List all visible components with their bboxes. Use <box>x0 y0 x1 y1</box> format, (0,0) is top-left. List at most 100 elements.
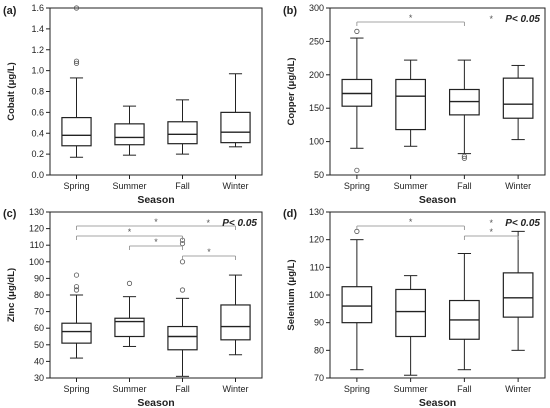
y-axis-label: Zinc (μg/dL) <box>6 268 17 322</box>
y-tick-label: 130 <box>29 207 44 217</box>
y-tick-label: 120 <box>29 224 44 234</box>
significance-legend: * P< 0.05 <box>206 218 257 229</box>
x-tick-label: Summer <box>112 384 146 394</box>
y-tick-label: 0.4 <box>31 128 44 138</box>
x-tick-label: Fall <box>175 384 190 394</box>
y-tick-label: 0.2 <box>31 149 44 159</box>
y-tick-label: 110 <box>310 262 324 272</box>
outlier-point <box>461 155 467 161</box>
y-tick-label: 0.0 <box>31 170 44 180</box>
box-iqr <box>220 111 251 144</box>
y-tick-label: 40 <box>34 356 44 366</box>
box-iqr <box>167 121 198 145</box>
box-summer <box>114 280 145 347</box>
outlier-point <box>73 272 80 278</box>
outlier-point <box>73 60 80 66</box>
outlier-point <box>73 58 80 64</box>
significance-bracket: * <box>76 217 236 230</box>
significance-bracket: * <box>182 247 236 260</box>
x-axis-label: Season <box>137 397 174 408</box>
y-tick-label: 130 <box>309 207 324 217</box>
box-iqr <box>61 116 92 147</box>
y-tick-label: 80 <box>314 345 324 355</box>
box-summer <box>395 275 427 376</box>
y-tick-label: 100 <box>309 290 324 300</box>
sig-star: * <box>207 247 211 257</box>
x-axis-label: Season <box>419 194 456 206</box>
y-tick-label: 90 <box>34 273 44 283</box>
y-tick-label: 0.6 <box>31 107 44 117</box>
y-tick-label: 200 <box>309 70 324 80</box>
y-tick-label: 120 <box>309 235 324 245</box>
y-tick-label: 50 <box>314 170 324 180</box>
sig-legend-star: * <box>489 14 493 24</box>
x-tick-label: Winter <box>222 384 248 394</box>
sig-star: * <box>489 227 493 237</box>
box-fall <box>448 59 480 161</box>
panel-c: (c) 30 40 50 60 70 80 90 100 110 120 130 Zinc (μg/dL… <box>3 207 263 408</box>
significance-bracket: * <box>463 227 519 240</box>
panel-b: (b) 50 100 150 200 250 300 Copper (μg/dL) Spring… <box>283 3 546 206</box>
box-iqr <box>220 304 251 341</box>
x-tick-label: Spring <box>63 384 89 394</box>
x-tick-label: Winter <box>505 181 531 191</box>
x-tick-label: Spring <box>344 181 370 191</box>
x-axis-label: Season <box>137 194 174 206</box>
x-tick-label: Spring <box>63 181 89 191</box>
x-tick-label: Winter <box>222 181 248 191</box>
x-tick-label: Fall <box>457 384 472 394</box>
box-fall <box>448 253 480 371</box>
box-iqr <box>502 272 534 318</box>
box-fall <box>167 237 198 377</box>
plot-frame <box>329 7 546 176</box>
sig-star: * <box>409 13 413 23</box>
box-spring <box>341 228 373 371</box>
sig-legend-text: P< 0.05 <box>505 218 540 229</box>
y-tick-label: 0.8 <box>31 87 44 97</box>
box-iqr <box>114 317 145 338</box>
box-fall <box>167 99 198 155</box>
y-tick-label: 1.4 <box>31 24 44 34</box>
x-axis-label: Season <box>419 397 456 408</box>
x-tick-label: Summer <box>394 384 428 394</box>
panel-d: (d) 70 80 90 100 110 120 130 Selenium (μg/L) Spri… <box>283 207 546 408</box>
outlier-point <box>354 167 360 173</box>
panel-label: (c) <box>3 208 17 220</box>
box-winter <box>502 64 534 141</box>
box-iqr <box>167 325 198 351</box>
outlier-point <box>73 5 80 11</box>
box-winter <box>220 73 251 148</box>
y-tick-label: 30 <box>34 373 44 383</box>
y-tick-label: 150 <box>309 103 324 113</box>
y-tick-label: 90 <box>314 318 324 328</box>
y-tick-label: 1.0 <box>31 66 44 76</box>
significance-bracket: * <box>356 217 465 230</box>
significance-bracket: * <box>76 227 183 240</box>
box-iqr <box>395 288 427 338</box>
x-tick-label: Summer <box>394 181 428 191</box>
y-tick-label: 1.2 <box>31 45 44 55</box>
x-tick-label: Winter <box>505 384 531 394</box>
sig-legend-star: * <box>206 218 210 228</box>
significance-bracket: * <box>356 13 465 26</box>
sig-legend-text: P< 0.05 <box>222 218 257 229</box>
outlier-point <box>73 287 80 293</box>
box-iqr <box>61 322 92 344</box>
box-summer <box>114 105 145 156</box>
significance-bracket: * <box>129 237 183 250</box>
sig-star: * <box>154 237 158 247</box>
panel-label: (b) <box>283 5 297 17</box>
box-iqr <box>114 123 145 146</box>
y-tick-label: 50 <box>34 340 44 350</box>
plot-frame <box>49 7 263 176</box>
x-tick-label: Spring <box>344 384 370 394</box>
y-tick-label: 300 <box>309 3 324 13</box>
y-tick-label: 70 <box>314 373 324 383</box>
sig-star: * <box>154 217 158 227</box>
sig-legend-text: P< 0.05 <box>505 14 540 25</box>
panel-label: (a) <box>3 5 17 17</box>
x-tick-label: Fall <box>175 181 190 191</box>
y-axis-label: Cobalt (μg/L) <box>6 62 17 121</box>
box-iqr <box>502 77 534 119</box>
significance-legend: * P< 0.05 <box>489 14 540 25</box>
